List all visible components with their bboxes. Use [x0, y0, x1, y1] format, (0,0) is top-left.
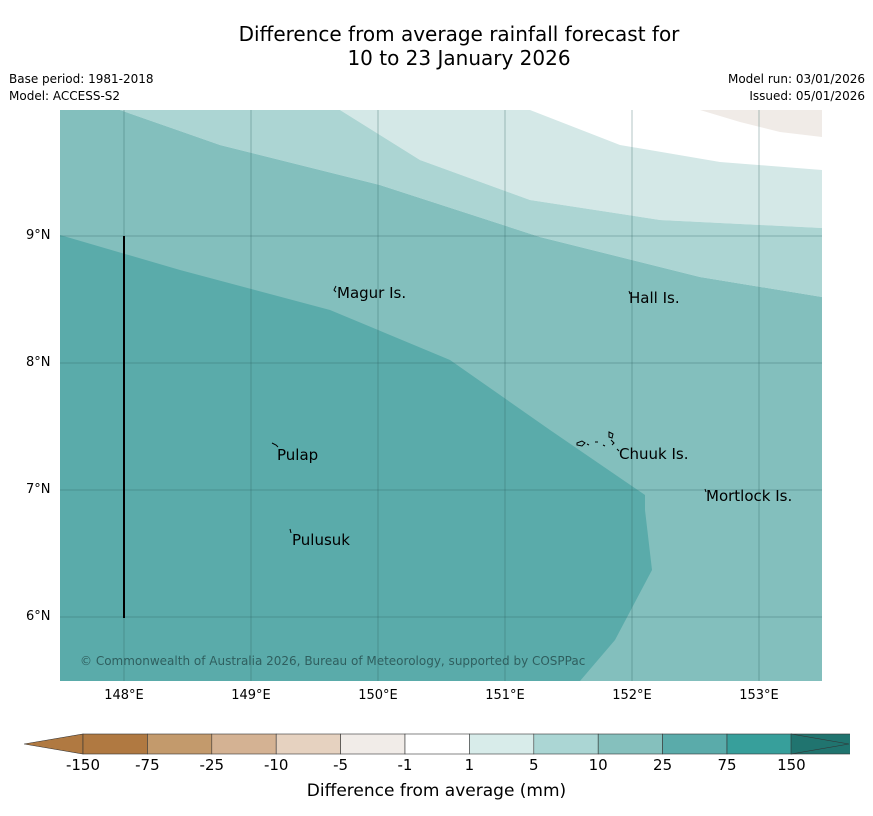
latitude-label-7n: 7°N [26, 482, 51, 497]
model-run: Model run: 03/01/2026 [727, 72, 865, 86]
chuuk-island-outline [576, 431, 620, 452]
longitude-label-150e: 150°E [358, 688, 398, 703]
legend-block [533, 733, 599, 755]
hall-island-outline [628, 290, 631, 295]
legend-block [147, 733, 213, 755]
issued-date: Issued: 05/01/2026 [749, 89, 865, 103]
pulusuk-island-outline [289, 528, 292, 534]
longitude-label-148e: 148°E [104, 688, 144, 703]
map-title: Difference from average rainfall forecas… [0, 22, 873, 70]
band-75-150 [60, 235, 652, 681]
rainfall-map: Magur Is. Hall Is. Pulap Chuuk Is. Mortl… [60, 110, 822, 681]
island-outlines [271, 285, 707, 534]
legend-block [82, 733, 148, 755]
legend-color-blocks [82, 733, 850, 755]
legend-block [726, 733, 792, 755]
legend-tick-label: 150 [777, 756, 806, 774]
legend-tick-label: -25 [199, 756, 225, 774]
legend-tick-label: 25 [653, 756, 673, 774]
legend-block [340, 733, 406, 755]
copyright-notice: © Commonwealth of Australia 2026, Bureau… [80, 654, 586, 668]
latitude-label-9n: 9°N [26, 228, 51, 243]
legend-tick-label: 1 [464, 756, 475, 774]
mortlock-island-outline [704, 488, 707, 493]
legend-block [275, 733, 341, 755]
legend-tick-label: -10 [263, 756, 289, 774]
legend-tick-label: 5 [529, 756, 539, 774]
legend-block [404, 733, 470, 755]
legend-title: Difference from average (mm) [306, 781, 567, 801]
longitude-label-151e: 151°E [485, 688, 525, 703]
title-line-1: Difference from average rainfall forecas… [238, 22, 680, 46]
band-negative-1-5 [700, 110, 822, 137]
place-label-magur: Magur Is. [337, 284, 407, 302]
band-10-25 [120, 110, 822, 297]
legend-tick-label: -75 [135, 756, 160, 774]
legend-block [597, 733, 663, 755]
place-label-pulap: Pulap [277, 446, 319, 464]
band-5-10 [340, 110, 822, 228]
legend-tick-label: 10 [588, 756, 608, 774]
legend-block [662, 733, 728, 755]
place-label-hall: Hall Is. [629, 289, 680, 307]
model-name: Model: ACCESS-S2 [9, 89, 121, 103]
legend-arrow-left [24, 733, 84, 755]
legend-block [211, 733, 277, 755]
map-canvas [60, 110, 822, 681]
legend-tick-label: -5 [333, 756, 349, 774]
legend-arrow-right [790, 733, 850, 755]
longitude-label-153e: 153°E [739, 688, 779, 703]
legend-tick-label: 75 [717, 756, 737, 774]
legend-tick-label: -150 [65, 756, 101, 774]
legend-tick-label: -1 [397, 756, 413, 774]
meta-left: Base period: 1981-2018 Model: ACCESS-S2 [9, 71, 154, 105]
latitude-label-8n: 8°N [26, 355, 51, 370]
magur-island-outline [333, 285, 337, 293]
place-label-chuuk: Chuuk Is. [619, 445, 689, 463]
longitude-label-149e: 149°E [231, 688, 271, 703]
place-label-pulusuk: Pulusuk [292, 531, 350, 549]
meta-right: Model run: 03/01/2026 Issued: 05/01/2026 [728, 71, 865, 105]
pulap-island-outline [271, 442, 279, 448]
longitude-label-152e: 152°E [612, 688, 652, 703]
legend-block [469, 733, 535, 755]
place-label-mortlock: Mortlock Is. [706, 487, 793, 505]
latitude-label-6n: 6°N [26, 609, 51, 624]
title-line-2: 10 to 23 January 2026 [347, 46, 571, 70]
base-period: Base period: 1981-2018 [9, 72, 154, 86]
legend-colorbar [24, 733, 850, 755]
